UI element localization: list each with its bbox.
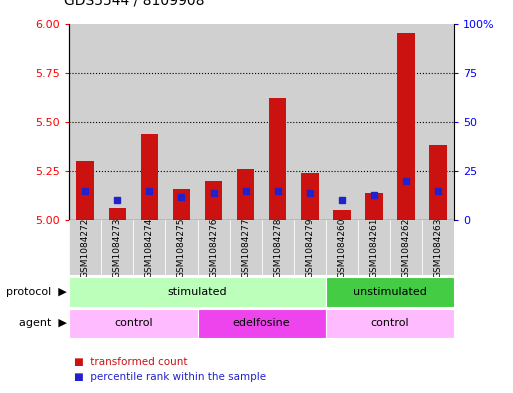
- Bar: [102, 24, 133, 220]
- Bar: [165, 24, 198, 220]
- Bar: [269, 98, 286, 220]
- Text: GSM1084263: GSM1084263: [433, 217, 443, 278]
- Bar: [262, 220, 293, 275]
- Bar: [397, 33, 415, 220]
- Bar: [69, 277, 326, 307]
- Text: edelfosine: edelfosine: [233, 318, 290, 328]
- Bar: [326, 277, 454, 307]
- Bar: [326, 24, 358, 220]
- Bar: [69, 24, 102, 220]
- Text: protocol  ▶: protocol ▶: [6, 287, 67, 297]
- Text: GSM1084279: GSM1084279: [305, 217, 314, 278]
- Bar: [390, 24, 422, 220]
- Bar: [133, 24, 165, 220]
- Bar: [198, 309, 326, 338]
- Bar: [293, 24, 326, 220]
- Bar: [422, 220, 454, 275]
- Text: agent  ▶: agent ▶: [19, 318, 67, 328]
- Text: GSM1084275: GSM1084275: [177, 217, 186, 278]
- Bar: [69, 220, 102, 275]
- Text: control: control: [114, 318, 153, 328]
- Bar: [102, 220, 133, 275]
- Text: GSM1084278: GSM1084278: [273, 217, 282, 278]
- Bar: [422, 24, 454, 220]
- Bar: [293, 220, 326, 275]
- Text: GSM1084272: GSM1084272: [81, 217, 90, 278]
- Bar: [205, 181, 222, 220]
- Bar: [326, 220, 358, 275]
- Bar: [198, 24, 229, 220]
- Bar: [390, 220, 422, 275]
- Text: GSM1084260: GSM1084260: [337, 217, 346, 278]
- Bar: [301, 173, 319, 220]
- Bar: [229, 24, 262, 220]
- Bar: [358, 220, 390, 275]
- Bar: [365, 193, 383, 220]
- Bar: [358, 24, 390, 220]
- Bar: [69, 309, 198, 338]
- Text: GSM1084261: GSM1084261: [369, 217, 379, 278]
- Bar: [262, 24, 293, 220]
- Bar: [165, 220, 198, 275]
- Bar: [141, 134, 158, 220]
- Text: GSM1084273: GSM1084273: [113, 217, 122, 278]
- Text: control: control: [370, 318, 409, 328]
- Bar: [109, 208, 126, 220]
- Text: ■  percentile rank within the sample: ■ percentile rank within the sample: [74, 372, 267, 382]
- Bar: [198, 220, 229, 275]
- Text: GDS5544 / 8109908: GDS5544 / 8109908: [64, 0, 205, 8]
- Bar: [429, 145, 447, 220]
- Bar: [229, 220, 262, 275]
- Text: GSM1084262: GSM1084262: [401, 217, 410, 278]
- Text: GSM1084274: GSM1084274: [145, 217, 154, 278]
- Bar: [133, 220, 165, 275]
- Text: GSM1084276: GSM1084276: [209, 217, 218, 278]
- Text: unstimulated: unstimulated: [353, 287, 427, 297]
- Bar: [237, 169, 254, 220]
- Bar: [173, 189, 190, 220]
- Bar: [326, 309, 454, 338]
- Text: ■  transformed count: ■ transformed count: [74, 356, 188, 367]
- Bar: [333, 210, 350, 220]
- Bar: [76, 161, 94, 220]
- Text: stimulated: stimulated: [168, 287, 227, 297]
- Text: GSM1084277: GSM1084277: [241, 217, 250, 278]
